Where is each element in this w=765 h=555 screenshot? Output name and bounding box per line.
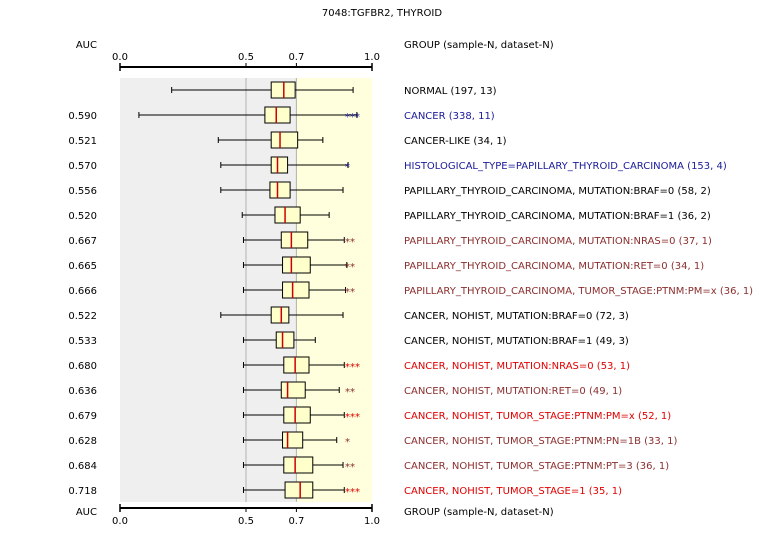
boxplot-row: 0.590 *** CANCER (338, 11) — [68, 106, 495, 124]
group-label: HISTOLOGICAL_TYPE=PAPILLARY_THYROID_CARC… — [404, 161, 727, 172]
iqr-box — [274, 206, 301, 224]
tick-label: 0.0 — [112, 516, 128, 527]
boxplot-row: NORMAL (197, 13) — [171, 81, 497, 99]
auc-value: 0.590 — [68, 111, 97, 122]
auc-value: 0.636 — [68, 386, 97, 397]
iqr-box — [270, 156, 289, 174]
chart-title: 7048:TGFBR2, THYROID — [322, 8, 442, 19]
significance-stars: *** — [345, 362, 360, 373]
group-label: CANCER, NOHIST, TUMOR_STAGE:PTNM:PN=1B (… — [404, 436, 677, 447]
boxplot-row: 0.556 PAPILLARY_THYROID_CARCINOMA, MUTATI… — [68, 181, 711, 199]
auc-value: 0.520 — [68, 211, 97, 222]
boxplot-row: 0.666 ** PAPILLARY_THYROID_CARCINOMA, TUMO… — [68, 281, 753, 299]
tick-label: 0.5 — [238, 516, 254, 527]
boxplot-row: 0.533 CANCER, NOHIST, MUTATION:BRAF=1 (49… — [68, 331, 629, 349]
iqr-box — [283, 356, 310, 374]
plot-background — [120, 78, 372, 502]
group-label: CANCER, NOHIST, MUTATION:BRAF=1 (49, 3) — [404, 336, 629, 347]
boxplot-row: 0.570 * HISTOLOGICAL_TYPE=PAPILLARY_THYROI… — [68, 156, 727, 174]
bottom-axis-tick-labels: 0.0 0.5 0.7 1.0 — [112, 516, 380, 527]
top-axis — [119, 63, 373, 71]
boxplot-row: 0.665 ** PAPILLARY_THYROID_CARCINOMA, MUTA… — [68, 256, 704, 274]
auc-value: 0.667 — [68, 236, 97, 247]
group-label: CANCER, NOHIST, TUMOR_STAGE:PTNM:PM=x (5… — [404, 411, 671, 422]
group-label: CANCER, NOHIST, MUTATION:NRAS=0 (53, 1) — [404, 361, 630, 372]
significance-stars: ** — [345, 237, 355, 248]
boxplot-row: 0.522 CANCER, NOHIST, MUTATION:BRAF=0 (72… — [68, 306, 629, 324]
auc-value: 0.533 — [68, 336, 97, 347]
significance-stars: *** — [345, 112, 360, 123]
iqr-box — [275, 331, 295, 349]
iqr-box — [280, 381, 306, 399]
auc-value: 0.680 — [68, 361, 97, 372]
significance-stars: *** — [345, 487, 360, 498]
boxplot-row: 0.679 *** CANCER, NOHIST, TUMOR_STAGE:PTNM… — [68, 406, 671, 424]
group-label: CANCER-LIKE (34, 1) — [404, 136, 507, 147]
boxplot-row: 0.718 *** CANCER, NOHIST, TUMOR_STAGE=1 (3… — [68, 481, 622, 499]
auc-value: 0.522 — [68, 311, 97, 322]
auc-value: 0.521 — [68, 136, 97, 147]
tick-label: 0.7 — [288, 516, 304, 527]
boxplot-row: 0.667 ** PAPILLARY_THYROID_CARCINOMA, MUTA… — [68, 231, 712, 249]
bottom-axis — [119, 504, 373, 512]
significance-stars: * — [345, 162, 350, 173]
iqr-box — [269, 181, 291, 199]
tick-label: 1.0 — [364, 516, 380, 527]
group-label: CANCER (338, 11) — [404, 111, 495, 122]
auc-value: 0.679 — [68, 411, 97, 422]
iqr-box — [264, 106, 291, 124]
iqr-box — [280, 231, 309, 249]
tick-label: 0.7 — [288, 52, 304, 63]
iqr-box — [270, 131, 299, 149]
group-label: NORMAL (197, 13) — [404, 86, 497, 97]
boxplot-row: 0.680 *** CANCER, NOHIST, MUTATION:NRAS=0 … — [68, 356, 630, 374]
significance-stars: ** — [345, 262, 355, 273]
significance-stars: ** — [345, 462, 355, 473]
tick-label: 1.0 — [364, 52, 380, 63]
significance-stars: ** — [345, 287, 355, 298]
auc-value: 0.556 — [68, 186, 97, 197]
iqr-box — [282, 256, 311, 274]
group-label: CANCER, NOHIST, TUMOR_STAGE:PTNM:PT=3 (3… — [404, 461, 669, 472]
group-label: PAPILLARY_THYROID_CARCINOMA, MUTATION:BR… — [404, 211, 711, 222]
auc-value: 0.628 — [68, 436, 97, 447]
group-label: PAPILLARY_THYROID_CARCINOMA, MUTATION:RE… — [404, 261, 704, 272]
group-header-bottom: GROUP (sample-N, dataset-N) — [404, 507, 554, 518]
iqr-box — [284, 481, 314, 499]
top-axis-tick-labels: 0.0 0.5 0.7 1.0 — [112, 52, 380, 63]
auc-value: 0.665 — [68, 261, 97, 272]
tick-label: 0.5 — [238, 52, 254, 63]
group-label: CANCER, NOHIST, TUMOR_STAGE=1 (35, 1) — [404, 486, 622, 497]
auc-value: 0.684 — [68, 461, 97, 472]
boxplot-row: 0.636 ** CANCER, NOHIST, MUTATION:RET=0 (4… — [68, 381, 622, 399]
group-label: PAPILLARY_THYROID_CARCINOMA, MUTATION:NR… — [404, 236, 712, 247]
auc-value: 0.718 — [68, 486, 97, 497]
iqr-box — [282, 431, 304, 449]
auc-value: 0.666 — [68, 286, 97, 297]
iqr-box — [270, 306, 290, 324]
group-label: PAPILLARY_THYROID_CARCINOMA, MUTATION:BR… — [404, 186, 711, 197]
tick-label: 0.0 — [112, 52, 128, 63]
boxplot-row: 0.520 PAPILLARY_THYROID_CARCINOMA, MUTATI… — [68, 206, 711, 224]
group-label: CANCER, NOHIST, MUTATION:BRAF=0 (72, 3) — [404, 311, 629, 322]
significance-stars: ** — [345, 387, 355, 398]
group-header-top: GROUP (sample-N, dataset-N) — [404, 40, 554, 51]
boxplot-rows: NORMAL (197, 13)0.590 *** CANCER (338, 11)… — [68, 81, 753, 499]
boxplot-row: 0.521 CANCER-LIKE (34, 1) — [68, 131, 507, 149]
iqr-box — [282, 281, 310, 299]
group-label: CANCER, NOHIST, MUTATION:RET=0 (49, 1) — [404, 386, 622, 397]
boxplot-row: 0.684 ** CANCER, NOHIST, TUMOR_STAGE:PTNM:… — [68, 456, 669, 474]
group-label: PAPILLARY_THYROID_CARCINOMA, TUMOR_STAGE… — [404, 286, 753, 297]
iqr-box — [283, 456, 314, 474]
significance-stars: * — [345, 437, 350, 448]
significance-stars: *** — [345, 412, 360, 423]
iqr-box — [283, 406, 311, 424]
auc-value: 0.570 — [68, 161, 97, 172]
boxplot-row: 0.628 * CANCER, NOHIST, TUMOR_STAGE:PTNM:P… — [68, 431, 677, 449]
auc-header-top: AUC — [76, 40, 97, 51]
auc-header-bottom: AUC — [76, 507, 97, 518]
